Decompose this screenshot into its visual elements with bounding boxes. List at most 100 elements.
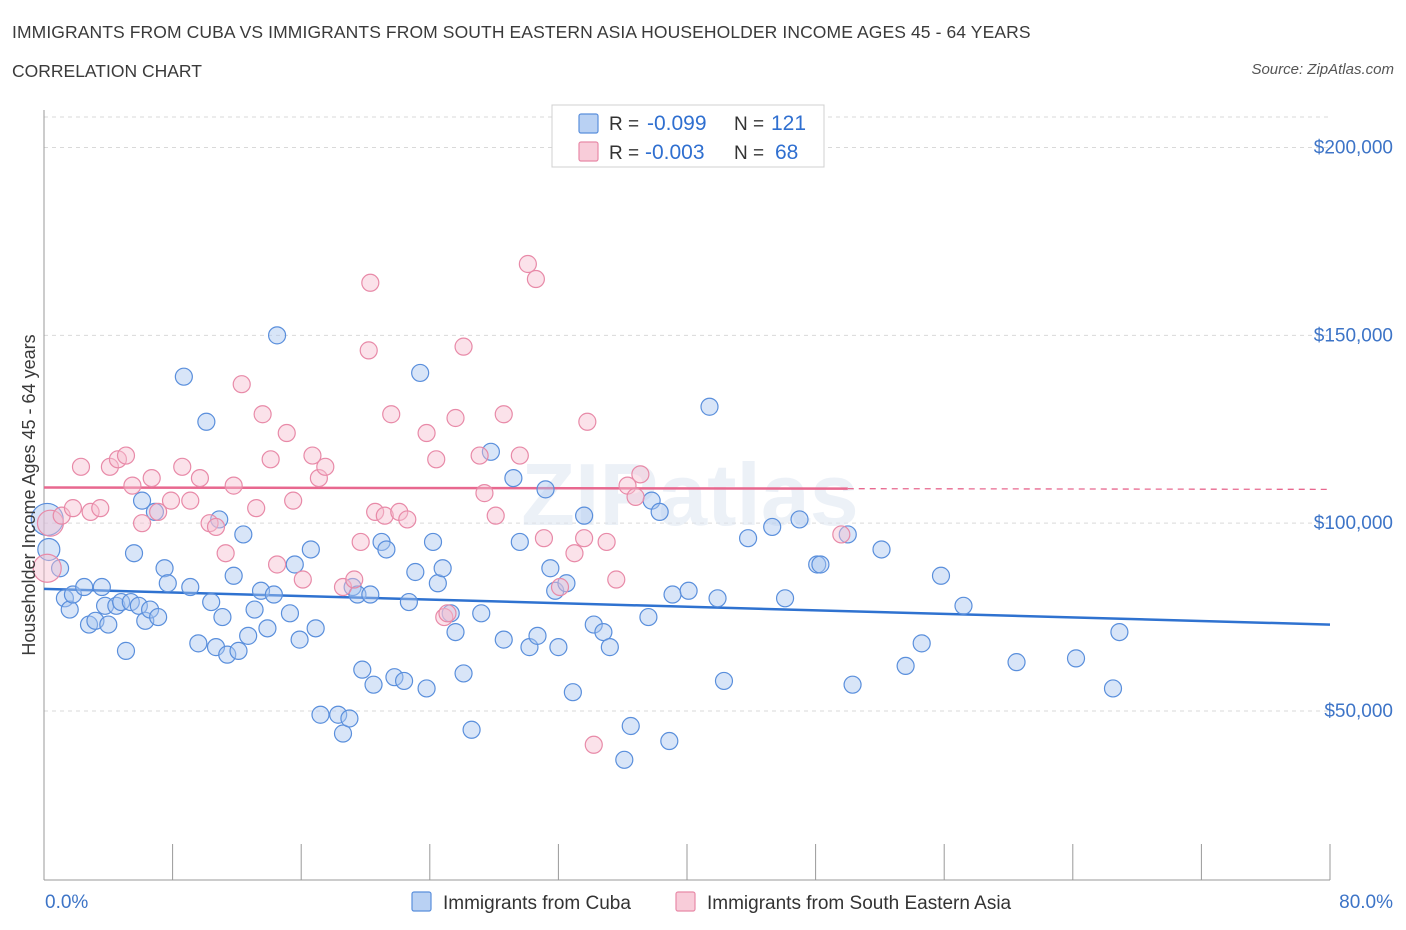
source-credit: Source: ZipAtlas.com xyxy=(1251,61,1394,78)
sea-trend-line xyxy=(43,486,1331,491)
cuba-point xyxy=(423,532,443,552)
legend-swatch-cuba xyxy=(578,113,599,134)
sea-point xyxy=(631,465,650,484)
cuba-point xyxy=(679,581,698,600)
cuba-point xyxy=(912,634,931,653)
cuba-point xyxy=(763,517,782,537)
cuba-point xyxy=(311,705,330,724)
cuba-point xyxy=(129,596,148,615)
cuba-point xyxy=(615,750,634,769)
x-tick-label-min: 0.0% xyxy=(45,892,88,913)
correlation-legend: R = -0.099 N = 121 R = -0.003 N = 68 xyxy=(551,104,825,168)
sea-point xyxy=(832,525,851,544)
sea-point xyxy=(494,405,513,424)
cuba-point xyxy=(213,607,232,627)
y-tick-label-100000: $100,000 xyxy=(1314,513,1393,534)
cuba-point xyxy=(714,671,734,691)
cuba-point xyxy=(549,638,568,657)
sea-point xyxy=(316,457,335,476)
legend-swatch-sea xyxy=(578,141,599,162)
sea-point xyxy=(518,254,537,274)
sea-point xyxy=(309,468,328,488)
sea-point xyxy=(446,408,465,428)
cuba-point xyxy=(264,585,283,604)
cuba-point xyxy=(377,540,396,559)
cuba-point xyxy=(504,468,523,488)
sea-point xyxy=(247,499,266,518)
sea-point xyxy=(526,269,545,289)
x-tick-labels: 0.0% 80.0% xyxy=(45,892,1393,913)
legend-n-value-cuba: 121 xyxy=(771,112,806,135)
chart-title: IMMIGRANTS FROM CUBA VS IMMIGRANTS FROM … xyxy=(12,22,1031,42)
sea-point xyxy=(375,506,394,525)
y-axis-label: Householder Income Ages 45 - 64 years xyxy=(19,334,39,655)
sea-point xyxy=(149,502,168,522)
y-tick-label-200000: $200,000 xyxy=(1314,138,1393,159)
sea-point xyxy=(359,341,378,360)
cuba-point xyxy=(189,634,208,653)
cuba-point xyxy=(258,619,277,638)
sea-point xyxy=(71,457,91,476)
cuba-trend-line xyxy=(43,587,1331,626)
sea-point xyxy=(417,423,436,443)
cuba-point xyxy=(60,600,79,619)
cuba-point xyxy=(446,622,465,642)
legend-r-value-cuba: -0.099 xyxy=(647,112,707,135)
sea-point xyxy=(470,446,489,465)
cuba-point xyxy=(406,562,425,582)
bottom-legend-label-cuba: Immigrants from Cuba xyxy=(443,893,631,914)
sea-point xyxy=(173,457,192,476)
cuba-point xyxy=(229,641,248,660)
cuba-point xyxy=(245,600,264,619)
cuba-point xyxy=(433,559,452,578)
sea-point xyxy=(575,529,594,548)
sea-point xyxy=(190,468,210,488)
cuba-point xyxy=(399,592,419,612)
sea-point xyxy=(510,446,529,465)
sea-point xyxy=(486,506,505,525)
cuba-point xyxy=(394,671,414,691)
sea-point xyxy=(142,468,161,488)
cuba-point xyxy=(124,544,144,563)
cuba-point xyxy=(234,525,253,544)
cuba-point xyxy=(494,630,513,649)
sea-point xyxy=(206,517,226,537)
cuba-point xyxy=(99,615,118,634)
cuba-point xyxy=(132,491,152,510)
cuba-point xyxy=(306,619,325,638)
cuba-point xyxy=(1007,653,1026,672)
cuba-point xyxy=(790,510,809,529)
y-tick-labels: $50,000 $100,000 $150,000 $200,000 xyxy=(1314,138,1393,722)
cuba-point xyxy=(75,577,94,597)
sea-point xyxy=(382,405,401,424)
cuba-point xyxy=(454,664,473,683)
sea-point xyxy=(161,491,181,510)
legend-r-value-sea: -0.003 xyxy=(645,141,705,164)
cuba-point xyxy=(329,705,348,724)
cuba-point xyxy=(650,502,669,522)
sea-point xyxy=(584,735,603,754)
gridlines xyxy=(44,116,1330,712)
cuba-point xyxy=(290,630,309,649)
chart-subtitle: CORRELATION CHART xyxy=(12,61,202,81)
bottom-legend-swatch-sea xyxy=(675,891,696,912)
sea-point xyxy=(224,476,243,495)
sea-point xyxy=(534,529,554,548)
cuba-points xyxy=(30,326,1129,769)
cuba-point xyxy=(811,555,830,574)
sea-point xyxy=(550,577,570,597)
sea-point xyxy=(216,544,235,563)
trend-line xyxy=(43,587,1331,626)
axes xyxy=(43,110,1331,881)
cuba-point xyxy=(385,668,404,687)
cuba-point xyxy=(1103,679,1123,698)
cuba-point xyxy=(181,577,200,597)
sea-point xyxy=(607,570,626,589)
watermark: ZIPatlas xyxy=(521,445,858,544)
sea-point xyxy=(36,509,65,537)
sea-point xyxy=(277,423,296,443)
sea-point xyxy=(351,532,370,552)
trend-solid-segment xyxy=(43,486,848,490)
cuba-point xyxy=(353,660,372,679)
sea-point xyxy=(475,484,494,503)
